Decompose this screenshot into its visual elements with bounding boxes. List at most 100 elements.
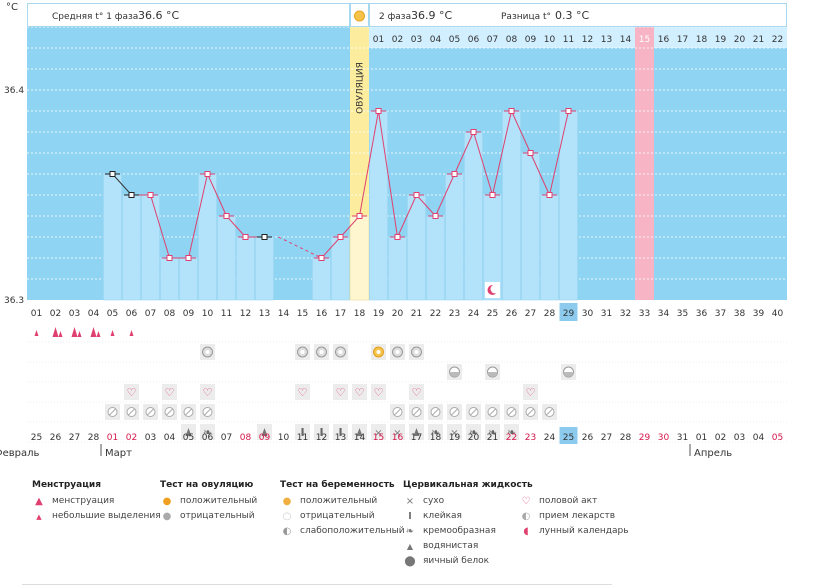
cycle-day-label: 08 — [164, 309, 176, 319]
pill-icon-line — [489, 408, 496, 416]
symbol-cell — [390, 424, 405, 440]
drop-heavy-icon — [52, 327, 59, 337]
ovulation-icon-center — [205, 350, 210, 354]
pill-icon-line — [128, 408, 135, 416]
cycle-day-label: 32 — [620, 309, 631, 319]
date-label: 29 — [639, 433, 651, 443]
legend-label: лунный календарь — [539, 526, 629, 536]
today-date-highlight — [559, 427, 578, 444]
temperature-point — [394, 234, 401, 240]
pill-icon-line — [413, 408, 420, 416]
ovulation-icon-center — [376, 350, 381, 354]
date-label: 20 — [468, 433, 480, 443]
legend-fluid-title: Цервикальная жидкость — [403, 480, 533, 490]
legend-item-ovu-positive: ● положительный — [160, 494, 258, 509]
date-label: 02 — [126, 433, 137, 443]
phase2-day-label: 16 — [658, 35, 670, 45]
cream-icon: ❧ — [405, 525, 415, 537]
temperature-point — [147, 192, 154, 198]
y-tick-label: 36.3 — [4, 296, 24, 306]
cream-icon: ❧ — [507, 426, 516, 439]
date-label: 03 — [145, 433, 156, 443]
cycle-day-label: 36 — [696, 309, 708, 319]
temperature-point — [565, 108, 572, 114]
legend-item-pills: ◐ прием лекарств — [519, 509, 629, 524]
legend-label: прием лекарств — [539, 511, 616, 521]
temperature-line-segment — [207, 173, 227, 217]
date-label: 15 — [373, 433, 384, 443]
date-label: 02 — [715, 433, 726, 443]
legend-other: ♡ половой акт ◐ прием лекарств ◖ лунный кал… — [519, 494, 629, 539]
month-label: Февраль — [0, 448, 40, 459]
cycle-day-label: 18 — [354, 309, 366, 319]
date-label: 21 — [487, 433, 498, 443]
cycle-day-label: 17 — [335, 309, 346, 319]
bbt-chart: 36.336.436.536.636.736.836.93737.137.237… — [0, 2, 787, 459]
phase2-day-label: 14 — [620, 35, 632, 45]
phase2-day-label: 02 — [392, 35, 403, 45]
pill-icon-line — [508, 408, 515, 416]
expected-period-column — [635, 27, 654, 300]
temperature-point — [318, 255, 325, 261]
egg-white-icon: ⬤ — [404, 555, 416, 567]
temperature-point — [337, 234, 344, 240]
date-label: 14 — [354, 433, 366, 443]
pill-icon-line — [109, 408, 116, 416]
pill-icon-line — [204, 408, 211, 416]
temperature-point — [451, 171, 458, 177]
legend-ovulation-test: Тест на овуляцию ● положительный ● отрицат… — [160, 478, 257, 524]
symbol-cell — [447, 424, 462, 440]
legend-label: небольшие выделения — [52, 511, 161, 521]
temperature-line-segment — [112, 173, 132, 196]
test-negative-icon: ○ — [282, 510, 292, 522]
legend: Менструация ▲ менструация ▲ небольшие выде… — [0, 478, 825, 587]
temperature-point — [546, 192, 553, 198]
ovulation-icon-center — [395, 350, 400, 354]
dry-icon: × — [374, 428, 382, 439]
date-label: 10 — [278, 433, 290, 443]
sun-negative-icon: ● — [162, 510, 172, 522]
temperature-point — [242, 234, 249, 240]
legend-item-water: ▲ водянистая — [403, 539, 533, 554]
symbol-cell — [371, 384, 386, 400]
cycle-day-label: 01 — [31, 309, 42, 319]
pregnancy-weak-icon-half — [449, 372, 460, 377]
phase2-day-label: 17 — [677, 35, 688, 45]
temperature-point — [432, 213, 439, 219]
legend-label: положительный — [300, 496, 378, 506]
symbol-cell — [504, 424, 519, 440]
date-label: 07 — [221, 433, 232, 443]
temperature-bar — [369, 110, 388, 301]
pill-icon-line — [394, 408, 401, 416]
water-drop-icon — [356, 428, 363, 436]
phase2-day-label: 15 — [639, 35, 650, 45]
phase2-day-label: 12 — [582, 35, 593, 45]
phase2-header — [369, 3, 787, 27]
legend-menstruation-title: Менструация — [32, 480, 101, 490]
phase2-day-label: 20 — [734, 35, 746, 45]
temperature-point — [204, 171, 211, 177]
symbol-cell — [352, 384, 367, 400]
symbol-cell — [523, 384, 538, 400]
legend-label: клейкая — [423, 511, 462, 521]
heart-icon: ♡ — [336, 386, 346, 399]
temperature-bar — [217, 215, 236, 301]
phase2-day-label: 05 — [449, 35, 460, 45]
cycle-day-label: 33 — [639, 309, 650, 319]
cycle-day-label: 34 — [658, 309, 670, 319]
phase2-day-label: 01 — [373, 35, 384, 45]
cycle-day-label: 10 — [202, 309, 214, 319]
heart-icon: ♡ — [355, 386, 365, 399]
legend-item-eggwhite: ⬤ яичный белок — [403, 554, 533, 569]
phase2-day-label: 22 — [772, 35, 783, 45]
pill-icon-line — [470, 408, 477, 416]
legend-item-small-discharge: ▲ небольшие выделения — [32, 509, 161, 524]
cycle-day-label: 05 — [107, 309, 118, 319]
cream-icon: ❧ — [488, 426, 497, 439]
dry-icon: × — [450, 428, 458, 439]
phase2-day-label: 04 — [430, 35, 442, 45]
symbol-cell — [124, 384, 139, 400]
divider — [22, 584, 612, 585]
drop-small-icon: ▲ — [36, 512, 42, 521]
